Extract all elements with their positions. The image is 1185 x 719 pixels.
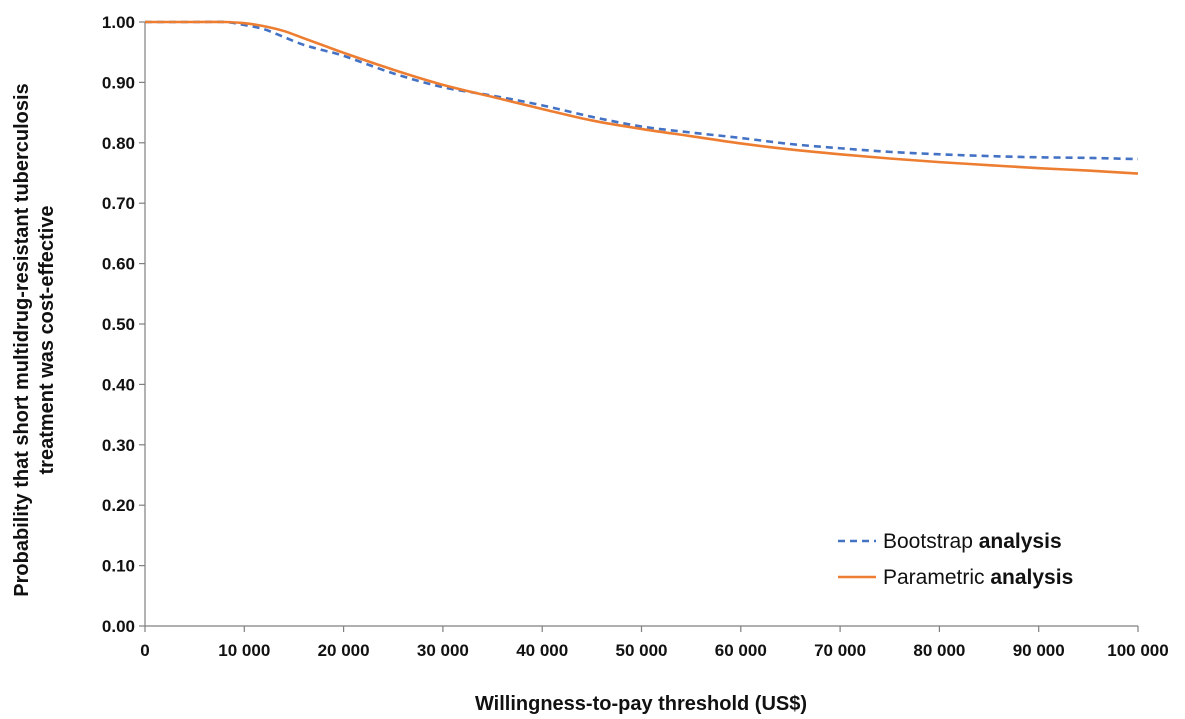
y-axis-title-line2: treatment was cost-effective [36, 206, 58, 475]
x-tick-label: 80 000 [913, 641, 965, 660]
x-tick-label: 90 000 [1013, 641, 1065, 660]
y-tick-label: 1.00 [102, 13, 135, 32]
x-tick-label: 20 000 [318, 641, 370, 660]
x-tick-label: 0 [140, 641, 149, 660]
series-line-parametric [144, 20, 1139, 175]
y-tick-label: 0.10 [102, 557, 135, 576]
legend-label-parametric: Parametric analysis [883, 566, 1073, 589]
x-tick-label: 10 000 [218, 641, 270, 660]
x-tick-label: 30 000 [417, 641, 469, 660]
x-tick-label: 50 000 [616, 641, 668, 660]
y-tick-label: 0.30 [102, 436, 135, 455]
y-tick-label: 0.50 [102, 315, 135, 334]
x-tick-label: 70 000 [814, 641, 866, 660]
series-layer [144, 20, 1139, 175]
x-axis-title: Willingness-to-pay threshold (US$) [475, 693, 807, 715]
y-axis-title-line1: Probability that short multidrug-resista… [11, 83, 33, 596]
x-tick-label: 60 000 [715, 641, 767, 660]
y-tick-label: 0.40 [102, 375, 135, 394]
x-tick-label: 100 000 [1107, 641, 1168, 660]
x-tick-label: 40 000 [516, 641, 568, 660]
y-tick-label: 0.00 [102, 617, 135, 636]
y-tick-label: 0.20 [102, 496, 135, 515]
x-ticks: 0 10 000 20 000 30 000 40 000 50 000 60 000 70 … [140, 626, 1169, 660]
y-tick-label: 0.60 [102, 255, 135, 274]
series-line-bootstrap [144, 20, 1139, 161]
y-ticks: 0.00 0.10 0.20 0.30 0.40 0.50 0.60 0.70 0.80 0.90… [102, 13, 145, 636]
y-tick-label: 0.90 [102, 73, 135, 92]
legend-label-bootstrap: Bootstrap analysis [883, 530, 1062, 553]
legend: Bootstrap analysis Parametric analysis [838, 530, 1073, 589]
y-tick-label: 0.70 [102, 194, 135, 213]
y-tick-label: 0.80 [102, 134, 135, 153]
